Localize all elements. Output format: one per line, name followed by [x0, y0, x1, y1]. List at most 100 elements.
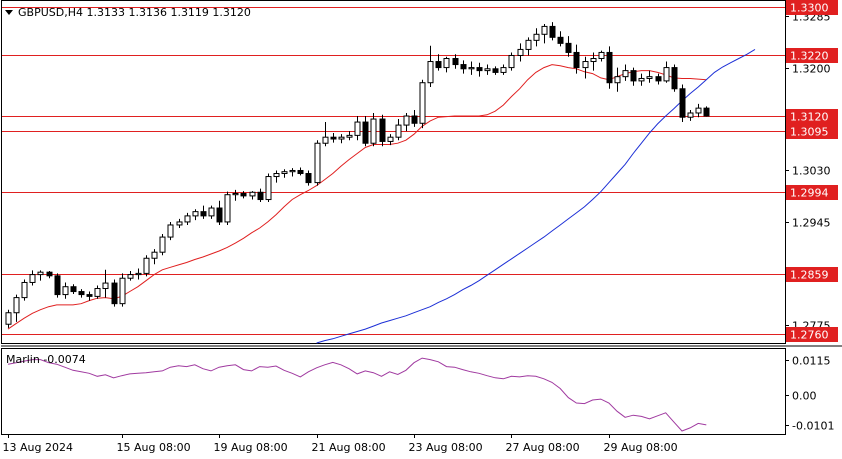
- candle-body: [663, 67, 670, 82]
- level-badge-6: [786, 327, 838, 342]
- date-label-6: 29 Aug 08:00: [604, 441, 678, 454]
- level-badges: 1.3300 1.3220 1.3120 1.3095 1.2994 1.2859 1.27…: [786, 0, 838, 342]
- candle-body: [176, 221, 183, 226]
- candle-body: [224, 194, 231, 223]
- candle-body: [655, 76, 662, 82]
- candle-46: [379, 114, 386, 147]
- candle-body: [443, 58, 450, 69]
- candle-body: [249, 191, 256, 197]
- level-badge-label-5: 1.2859: [790, 269, 829, 282]
- candle-23: [192, 209, 199, 221]
- candle-body: [86, 294, 93, 297]
- candle-body: [476, 67, 483, 72]
- candle-body: [452, 58, 459, 66]
- oscillator-axis: 0.0115 0.00 -0.0101: [785, 355, 834, 433]
- candle-52: [427, 45, 434, 87]
- candle-53: [435, 54, 442, 71]
- candle-body: [21, 281, 28, 299]
- candle-body: [29, 274, 36, 283]
- candle-body: [525, 39, 532, 50]
- oscillator-frame: [1, 348, 786, 435]
- candle-5: [46, 270, 53, 279]
- date-label-1: 15 Aug 08:00: [117, 441, 191, 454]
- candle-24: [200, 205, 207, 219]
- candle-33: [273, 170, 280, 183]
- candle-body: [305, 173, 312, 184]
- candle-body: [614, 76, 621, 84]
- candle-body: [411, 115, 418, 124]
- candle-57: [468, 61, 475, 75]
- candle-2: [21, 279, 28, 301]
- level-badge-label-0: 1.3300: [790, 2, 829, 15]
- candle-body: [281, 171, 288, 175]
- candle-26: [216, 200, 223, 225]
- candle-77: [630, 67, 637, 86]
- candle-28: [232, 189, 239, 201]
- candle-body: [119, 277, 126, 305]
- level-badge-2: [786, 109, 838, 124]
- candle-8: [70, 284, 77, 294]
- candle-44: [362, 116, 369, 147]
- candle-body: [590, 58, 597, 63]
- candle-4: [37, 270, 44, 281]
- level-badge-label-6: 1.2760: [790, 329, 829, 342]
- candle-86: [703, 106, 710, 117]
- candle-body: [638, 77, 645, 82]
- candle-31: [257, 188, 264, 202]
- candle-body: [533, 33, 540, 41]
- candle-61: [500, 64, 507, 75]
- candle-body: [557, 36, 564, 44]
- candle-82: [671, 64, 678, 92]
- osc-tick-label-2: -0.0101: [792, 420, 834, 433]
- candle-body: [387, 136, 394, 142]
- candle-body: [346, 134, 353, 138]
- candle-0: [5, 309, 12, 328]
- level-lines: [2, 7, 785, 335]
- candle-body: [582, 61, 589, 69]
- candle-body: [151, 251, 158, 259]
- candle-body: [232, 192, 239, 196]
- candles: [5, 22, 710, 328]
- candle-body: [240, 192, 247, 197]
- level-badge-0: [786, 0, 838, 15]
- level-badge-label-3: 1.3095: [790, 126, 829, 139]
- candle-body: [208, 207, 215, 217]
- level-badge-label-1: 1.3220: [790, 50, 829, 63]
- candle-40: [330, 132, 337, 143]
- candle-16: [135, 268, 142, 280]
- candle-body: [94, 288, 101, 297]
- candle-17: [143, 255, 150, 277]
- candle-25: [208, 205, 215, 219]
- candle-41: [338, 134, 345, 144]
- candle-32: [265, 173, 272, 202]
- candle-21: [176, 218, 183, 228]
- candle-10: [86, 291, 93, 301]
- candle-body: [703, 107, 710, 117]
- date-axis: 13 Aug 2024 15 Aug 08:00 19 Aug 08:00 21 Au…: [3, 434, 678, 454]
- candle-body: [549, 25, 556, 38]
- date-label-3: 21 Aug 08:00: [312, 441, 386, 454]
- candle-body: [435, 61, 442, 69]
- level-badge-3: [786, 124, 838, 139]
- candle-56: [460, 60, 467, 74]
- symbol-info: GBPUSD,H4 1.3133 1.3136 1.3119 1.3120: [18, 6, 251, 19]
- candle-body: [460, 64, 467, 70]
- candle-body: [427, 61, 434, 84]
- symbol-dropdown-icon[interactable]: [5, 10, 13, 15]
- price-tick-label-1: 1.3200: [792, 63, 831, 76]
- candle-27: [224, 191, 231, 225]
- candle-12: [102, 269, 109, 298]
- candle-body: [330, 136, 337, 140]
- candle-15: [127, 270, 134, 281]
- candle-38: [314, 140, 321, 186]
- candle-body: [265, 176, 272, 201]
- candle-body: [500, 67, 507, 73]
- candle-body: [184, 215, 191, 223]
- oscillator-line: [7, 357, 707, 432]
- candle-34: [281, 169, 288, 178]
- candle-79: [646, 70, 653, 83]
- price-tick-label-3: 1.2945: [792, 217, 831, 230]
- candle-30: [249, 191, 256, 200]
- candle-body: [102, 282, 109, 290]
- moving-average-1: [316, 48, 756, 344]
